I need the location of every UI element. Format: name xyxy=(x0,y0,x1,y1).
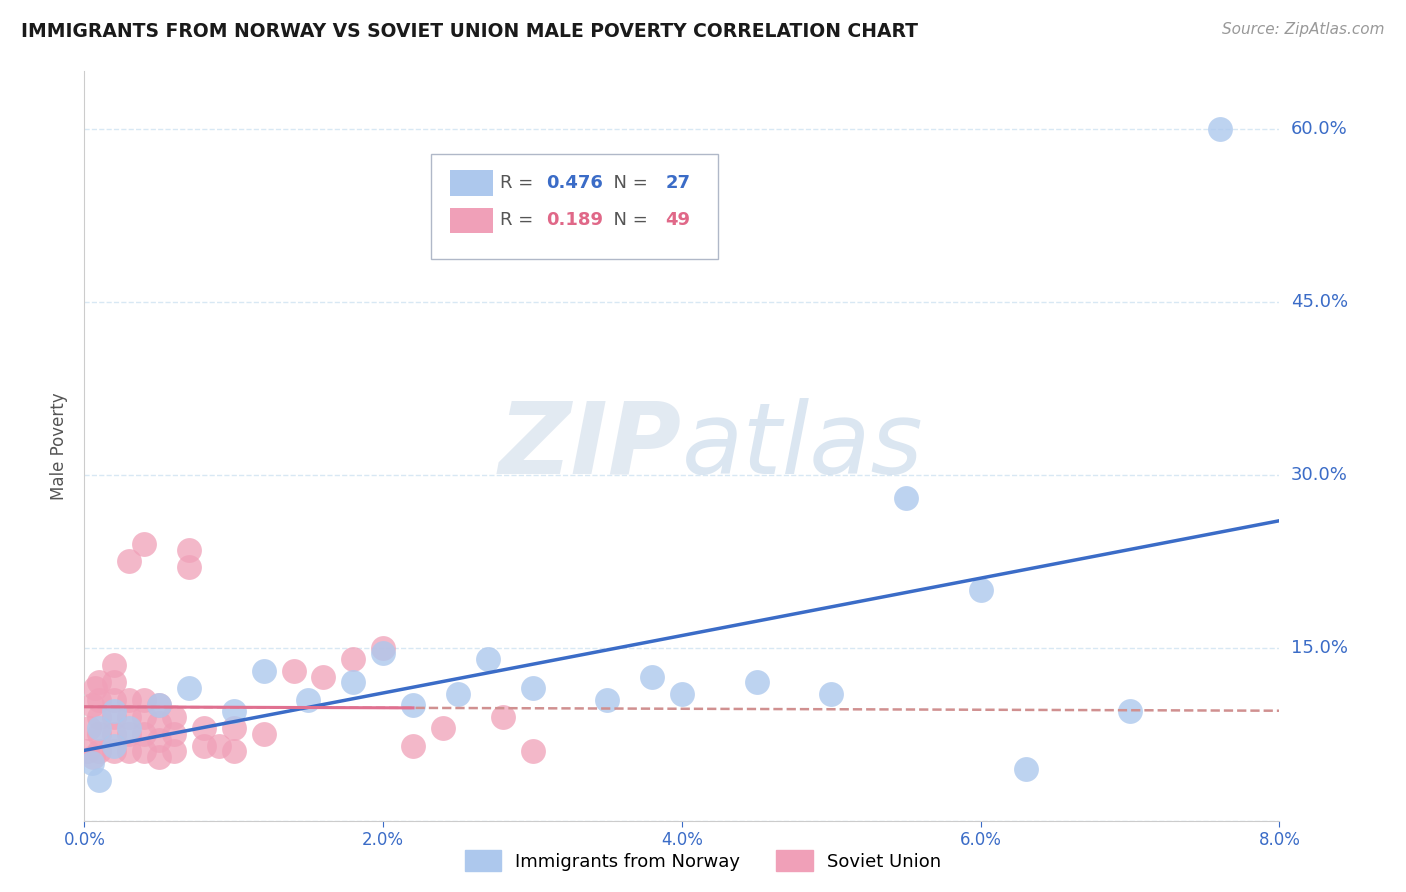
Point xyxy=(596,692,619,706)
Text: 27: 27 xyxy=(665,174,690,192)
Point xyxy=(222,744,245,758)
Point xyxy=(132,727,156,741)
Point xyxy=(148,733,170,747)
Text: 0.189: 0.189 xyxy=(546,211,603,229)
Text: R =: R = xyxy=(501,174,540,192)
Point xyxy=(132,692,156,706)
Point xyxy=(103,658,125,673)
Point xyxy=(193,722,215,736)
Text: IMMIGRANTS FROM NORWAY VS SOVIET UNION MALE POVERTY CORRELATION CHART: IMMIGRANTS FROM NORWAY VS SOVIET UNION M… xyxy=(21,22,918,41)
Point xyxy=(89,744,111,758)
Text: R =: R = xyxy=(501,211,540,229)
Point xyxy=(402,739,425,753)
Point xyxy=(148,750,170,764)
Point xyxy=(177,560,200,574)
Point xyxy=(208,739,231,753)
Point xyxy=(522,744,544,758)
Point xyxy=(83,681,105,695)
Point xyxy=(177,681,200,695)
Point xyxy=(222,704,245,718)
Text: N =: N = xyxy=(602,211,654,229)
Point xyxy=(132,710,156,724)
Point xyxy=(103,727,125,741)
Point xyxy=(148,698,170,713)
Point xyxy=(89,675,111,690)
Point xyxy=(76,744,98,758)
FancyBboxPatch shape xyxy=(432,153,718,259)
Point xyxy=(671,687,693,701)
Point xyxy=(1119,704,1142,718)
Point xyxy=(103,704,125,718)
Point xyxy=(118,744,141,758)
Point xyxy=(80,756,103,770)
FancyBboxPatch shape xyxy=(450,170,494,195)
Point xyxy=(342,675,364,690)
Point xyxy=(132,744,156,758)
Text: N =: N = xyxy=(602,174,654,192)
Point xyxy=(148,715,170,730)
Point xyxy=(103,675,125,690)
Point xyxy=(1209,122,1232,136)
Point xyxy=(118,554,141,568)
Point xyxy=(402,698,425,713)
Y-axis label: Male Poverty: Male Poverty xyxy=(51,392,69,500)
Point xyxy=(132,537,156,551)
Point xyxy=(820,687,842,701)
Text: 0.476: 0.476 xyxy=(546,174,603,192)
Point xyxy=(118,727,141,741)
Point xyxy=(492,710,515,724)
Point xyxy=(148,698,170,713)
Point xyxy=(118,692,141,706)
Point xyxy=(745,675,768,690)
Point xyxy=(970,583,993,598)
Point xyxy=(894,491,917,505)
Point xyxy=(641,669,664,683)
Point xyxy=(373,647,395,661)
Point xyxy=(89,722,111,736)
Point xyxy=(297,692,319,706)
Point xyxy=(432,722,454,736)
Point xyxy=(253,664,276,678)
Text: atlas: atlas xyxy=(682,398,924,494)
Point xyxy=(1014,762,1036,776)
Point xyxy=(163,727,186,741)
Point xyxy=(163,710,186,724)
Point xyxy=(89,773,111,788)
Legend: Immigrants from Norway, Soviet Union: Immigrants from Norway, Soviet Union xyxy=(457,843,949,879)
Point xyxy=(118,710,141,724)
Point xyxy=(118,722,141,736)
Point xyxy=(253,727,276,741)
Text: Source: ZipAtlas.com: Source: ZipAtlas.com xyxy=(1222,22,1385,37)
Point xyxy=(522,681,544,695)
Point xyxy=(89,727,111,741)
Point xyxy=(312,669,335,683)
Point xyxy=(447,687,470,701)
Text: 30.0%: 30.0% xyxy=(1291,466,1347,483)
Point xyxy=(342,652,364,666)
Point xyxy=(80,698,103,713)
FancyBboxPatch shape xyxy=(450,208,494,233)
Point xyxy=(103,710,125,724)
Point xyxy=(283,664,305,678)
Text: 15.0%: 15.0% xyxy=(1291,639,1347,657)
Point xyxy=(222,722,245,736)
Point xyxy=(82,750,104,764)
Point xyxy=(103,739,125,753)
Text: 49: 49 xyxy=(665,211,690,229)
Point xyxy=(177,542,200,557)
Point xyxy=(103,692,125,706)
Point xyxy=(193,739,215,753)
Text: 45.0%: 45.0% xyxy=(1291,293,1348,311)
Point xyxy=(89,692,111,706)
Point xyxy=(89,710,111,724)
Point xyxy=(477,652,499,666)
Text: 60.0%: 60.0% xyxy=(1291,120,1347,138)
Point xyxy=(77,722,100,736)
Text: ZIP: ZIP xyxy=(499,398,682,494)
Point xyxy=(373,640,395,655)
Point xyxy=(163,744,186,758)
Point xyxy=(103,744,125,758)
